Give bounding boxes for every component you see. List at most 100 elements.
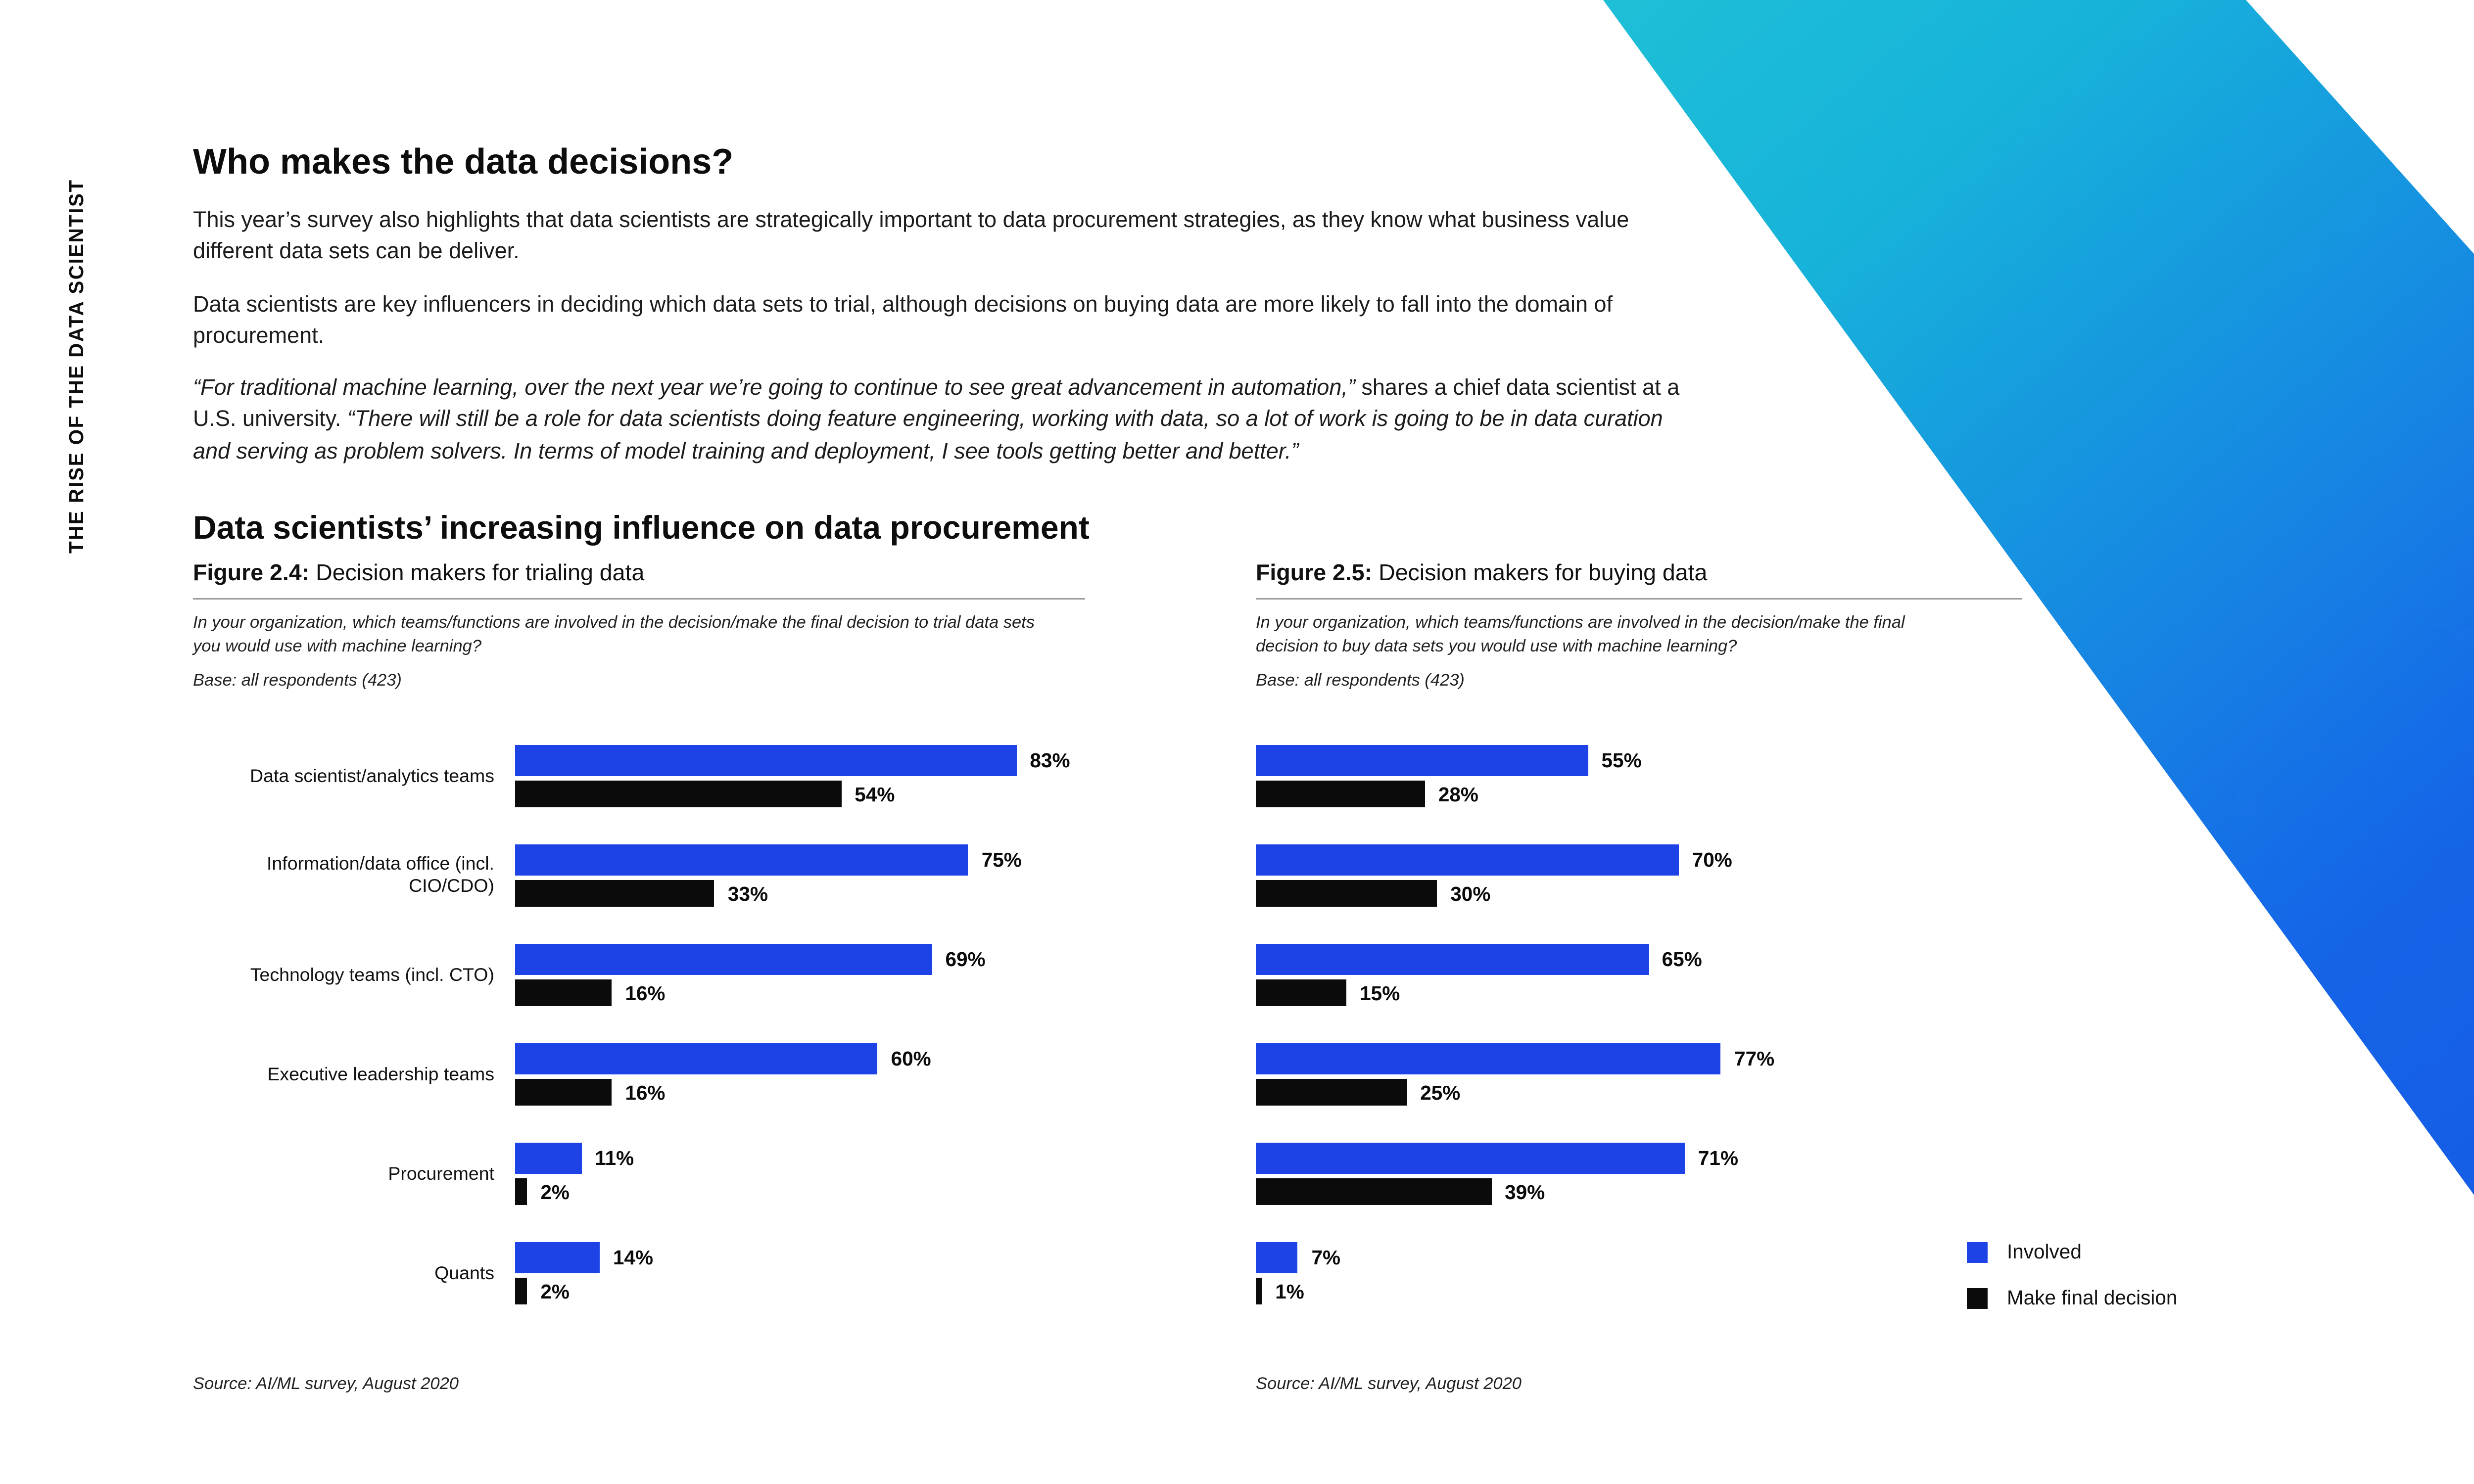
value-label: 2% bbox=[540, 1280, 570, 1302]
figure-2-4-question: In your organization, which teams/functi… bbox=[193, 614, 1035, 656]
legend-final-label: Make final decision bbox=[2007, 1287, 2178, 1309]
figure-2-5: Figure 2.5: Decision makers for buying d… bbox=[1256, 561, 2022, 1393]
value-label: 77% bbox=[1734, 1048, 1775, 1070]
chart-row: Data scientist/analytics teams55%28% bbox=[1256, 745, 1774, 807]
value-label: 30% bbox=[1450, 882, 1491, 905]
value-label: 70% bbox=[1692, 849, 1732, 871]
bar-make-final-decision bbox=[1256, 979, 1347, 1006]
bar-make-final-decision bbox=[515, 1079, 612, 1106]
value-label: 33% bbox=[727, 882, 768, 905]
bar-involved bbox=[1256, 944, 1649, 975]
category-label: Quants bbox=[434, 1262, 494, 1283]
figure-2-5-chart: Data scientist/analytics teams55%28%Info… bbox=[1256, 745, 1774, 1342]
bar-make-final-decision bbox=[1256, 1079, 1407, 1106]
chart-legend: Involved Make final decision bbox=[1967, 1241, 2177, 1333]
value-label: 71% bbox=[1698, 1147, 1738, 1169]
category-label: Technology teams (incl. CTO) bbox=[250, 964, 494, 985]
legend-item-final-decision: Make final decision bbox=[1967, 1287, 2177, 1309]
bar-make-final-decision bbox=[515, 1178, 527, 1205]
value-label: 2% bbox=[540, 1180, 570, 1203]
bar-involved bbox=[515, 1143, 582, 1174]
value-label: 1% bbox=[1275, 1280, 1304, 1302]
figure-2-4-header: Figure 2.4: Decision makers for trialing… bbox=[193, 561, 1085, 600]
value-label: 75% bbox=[981, 849, 1022, 871]
legend-involved-label: Involved bbox=[2007, 1241, 2082, 1263]
figure-2-4-base: Base: all respondents (423) bbox=[193, 672, 402, 690]
chart-row: Quants 14% 2% bbox=[193, 1242, 1070, 1304]
quote-italic-1: “For traditional machine learning, over … bbox=[193, 375, 1355, 401]
value-label: 83% bbox=[1030, 749, 1070, 772]
value-label: 39% bbox=[1505, 1180, 1545, 1203]
bar-involved bbox=[1256, 1143, 1685, 1174]
category-label: Executive leadership teams bbox=[267, 1063, 494, 1084]
chart-row: Executive leadership teams77%25% bbox=[1256, 1043, 1774, 1106]
chart-row: Information/data office (incl. CIO/CDO) 7… bbox=[193, 844, 1070, 907]
figure-2-5-header: Figure 2.5: Decision makers for buying d… bbox=[1256, 561, 2022, 600]
bar-make-final-decision bbox=[1256, 880, 1437, 907]
bar-involved bbox=[515, 844, 968, 876]
bar-involved bbox=[515, 745, 1017, 776]
chart-row: Quants7%1% bbox=[1256, 1242, 1774, 1304]
quote-italic-2: “There will still be a role for data sci… bbox=[193, 407, 1663, 464]
figure-2-5-source: Source: AI/ML survey, August 2020 bbox=[1256, 1376, 1522, 1393]
figure-2-5-question: In your organization, which teams/functi… bbox=[1256, 614, 1905, 656]
value-label: 11% bbox=[595, 1147, 634, 1169]
legend-item-involved: Involved bbox=[1967, 1241, 2177, 1263]
paragraph-quote: “For traditional machine learning, over … bbox=[193, 373, 1685, 468]
figure-2-5-title: Decision makers for buying data bbox=[1379, 561, 1708, 586]
involved-swatch-icon bbox=[1967, 1241, 1988, 1262]
value-label: 14% bbox=[613, 1247, 653, 1269]
paragraph-2: Data scientists are key influencers in d… bbox=[193, 291, 1613, 349]
figure-2-5-base: Base: all respondents (423) bbox=[1256, 672, 1465, 690]
bar-involved bbox=[515, 1043, 878, 1074]
value-label: 16% bbox=[625, 1081, 666, 1104]
value-label: 54% bbox=[855, 783, 895, 805]
chart-row: Data scientist/analytics teams 83% 54% bbox=[193, 745, 1070, 807]
bar-make-final-decision bbox=[1256, 781, 1425, 807]
section-title: Data scientists’ increasing influence on… bbox=[193, 509, 1090, 547]
final-decision-swatch-icon bbox=[1967, 1287, 1988, 1308]
chart-row: Information/data office (incl. CIO/CDO)7… bbox=[1256, 844, 1774, 907]
value-label: 15% bbox=[1360, 981, 1400, 1004]
figure-2-5-label: Figure 2.5: bbox=[1256, 561, 1373, 586]
quote-attribution: shares a chief data scientist at a U.S. … bbox=[193, 375, 1680, 433]
bar-make-final-decision bbox=[515, 1278, 527, 1304]
value-label: 25% bbox=[1420, 1081, 1461, 1104]
page-title: Who makes the data decisions? bbox=[193, 142, 734, 183]
figure-2-4-title: Decision makers for trialing data bbox=[316, 561, 645, 586]
chart-row: Technology teams (incl. CTO)65%15% bbox=[1256, 944, 1774, 1006]
chart-row: Procurement71%39% bbox=[1256, 1143, 1774, 1205]
value-label: 69% bbox=[945, 948, 986, 971]
value-label: 65% bbox=[1662, 948, 1702, 971]
value-label: 28% bbox=[1438, 783, 1478, 805]
chart-row: Procurement 11% 2% bbox=[193, 1143, 1070, 1205]
bar-involved bbox=[1256, 1242, 1298, 1273]
value-label: 16% bbox=[625, 981, 666, 1004]
bar-involved bbox=[1256, 745, 1588, 776]
value-label: 7% bbox=[1311, 1247, 1340, 1269]
category-label: Data scientist/analytics teams bbox=[250, 765, 494, 786]
bar-make-final-decision bbox=[515, 979, 612, 1006]
bar-involved bbox=[515, 944, 932, 975]
bar-make-final-decision bbox=[1256, 1278, 1262, 1304]
figure-2-4: Figure 2.4: Decision makers for trialing… bbox=[193, 561, 1085, 1393]
chart-row: Technology teams (incl. CTO) 69% 16% bbox=[193, 944, 1070, 1006]
chart-row: Executive leadership teams 60% 16% bbox=[193, 1043, 1070, 1106]
value-label: 55% bbox=[1601, 749, 1642, 772]
value-label: 60% bbox=[891, 1048, 931, 1070]
category-label: Information/data office (incl. CIO/CDO) bbox=[267, 853, 494, 896]
bar-make-final-decision bbox=[515, 781, 842, 807]
figure-2-4-source: Source: AI/ML survey, August 2020 bbox=[193, 1376, 459, 1393]
bar-involved bbox=[515, 1242, 600, 1273]
bar-involved bbox=[1256, 844, 1679, 876]
figure-2-4-chart: Data scientist/analytics teams 83% 54% Info… bbox=[193, 745, 1070, 1342]
intro-content: Who makes the data decisions? This year’… bbox=[193, 142, 1841, 548]
figure-2-4-label: Figure 2.4: bbox=[193, 561, 310, 586]
chapter-side-label: THE RISE OF THE DATA SCIENTIST bbox=[65, 179, 88, 554]
bar-make-final-decision bbox=[515, 880, 714, 907]
category-label: Procurement bbox=[388, 1162, 494, 1184]
paragraph-1: This year’s survey also highlights that … bbox=[193, 208, 1629, 265]
bar-involved bbox=[1256, 1043, 1721, 1074]
bar-make-final-decision bbox=[1256, 1178, 1492, 1205]
